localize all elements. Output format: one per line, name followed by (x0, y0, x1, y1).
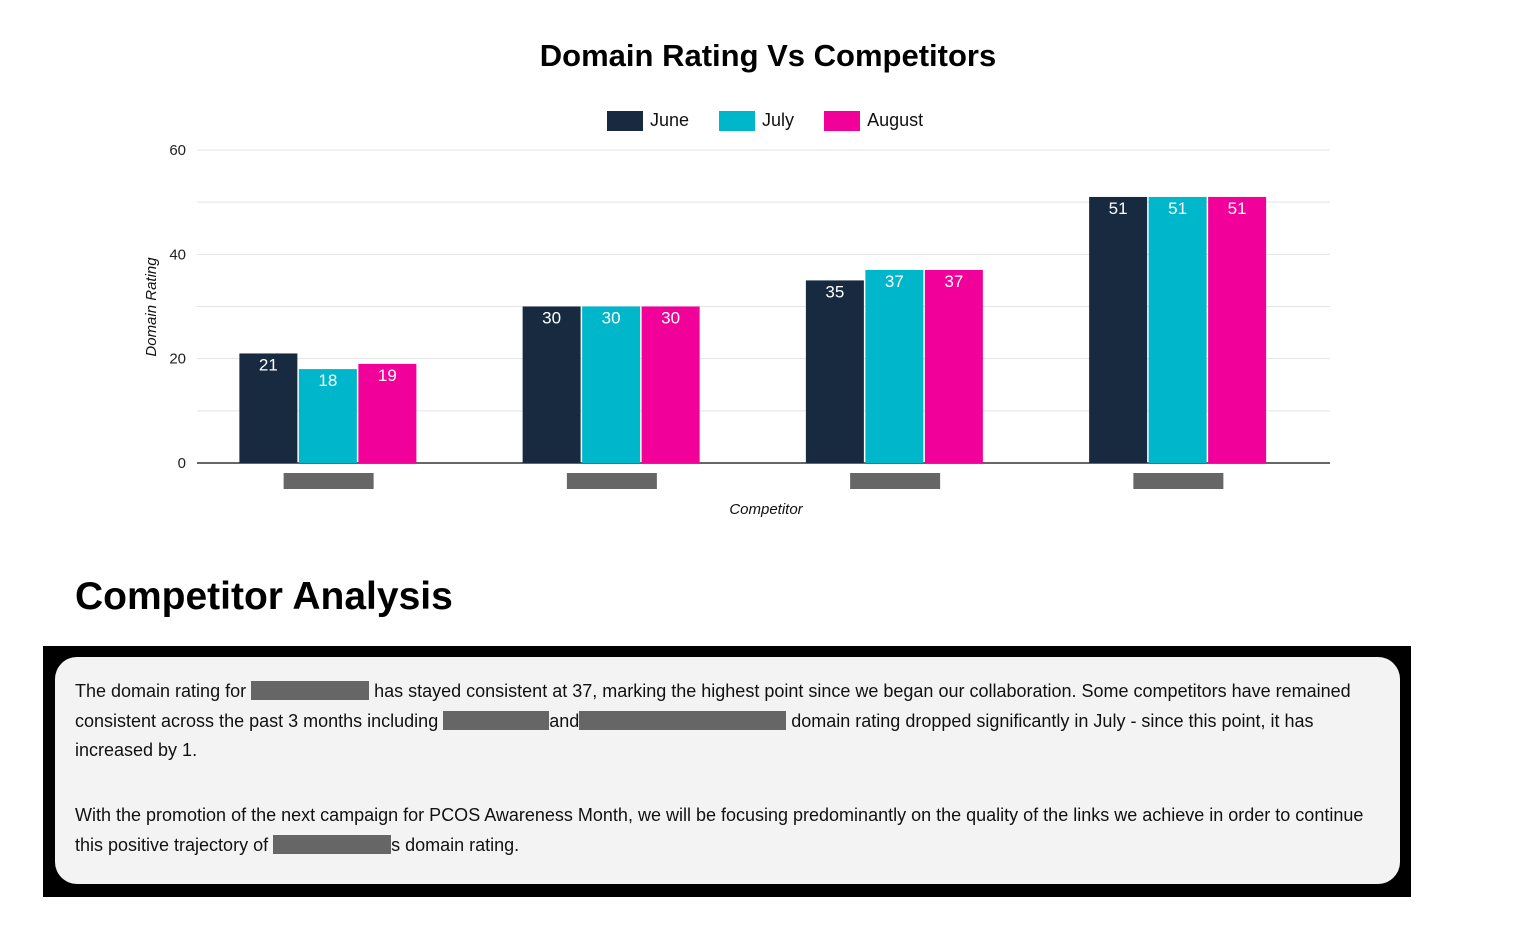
x-axis-title: Competitor (729, 501, 803, 518)
legend-label: June (650, 110, 690, 130)
data-label: 35 (825, 282, 844, 301)
text: With the promotion of the next campaign … (75, 805, 1364, 855)
bar-july (298, 369, 357, 463)
legend-label: August (867, 110, 924, 130)
data-label: 21 (259, 355, 278, 374)
data-label: 30 (661, 309, 680, 328)
data-label: 51 (1228, 199, 1247, 218)
data-label: 37 (944, 272, 963, 291)
y-tick-label: 0 (178, 455, 186, 472)
y-axis-title: Domain Rating (143, 257, 160, 357)
text: The domain rating for (75, 681, 252, 701)
redacted-text (251, 681, 370, 700)
text: domain rating dropped significantly in J… (75, 710, 1314, 761)
data-label: 18 (318, 371, 337, 390)
legend: June July August (607, 110, 923, 131)
section-title: Competitor Analysis (75, 575, 453, 618)
redacted-category-label (850, 473, 941, 489)
data-label: 19 (378, 366, 397, 385)
legend-swatch (824, 110, 861, 131)
text: has stayed consistent at 37, marking the… (75, 681, 1351, 731)
y-tick-label: 20 (169, 351, 186, 368)
data-label: 51 (1109, 199, 1128, 218)
bar-august (641, 306, 700, 463)
legend-item-august: August (824, 110, 923, 131)
data-label: 37 (885, 272, 904, 291)
analysis-card: The domain rating for has stayed consist… (55, 657, 1400, 884)
bar-august (1208, 196, 1267, 463)
bar-chart: 0 20 40 60 21 18 19 30 30 30 35 37 37 51 51 51 Competito… (143, 142, 1330, 518)
analysis-paragraph-1: The domain rating for has stayed consist… (75, 677, 1385, 766)
y-tick-label: 60 (169, 142, 186, 159)
redacted-category-label (566, 473, 657, 489)
bar-august (358, 363, 417, 463)
bar-august (924, 269, 983, 463)
bar-july (582, 306, 641, 463)
redacted-text (579, 710, 787, 730)
legend-swatch (607, 110, 643, 131)
legend-item-june: June (607, 110, 689, 131)
data-label: 30 (602, 309, 621, 328)
chart-title: Domain Rating Vs Competitors (539, 38, 997, 73)
analysis-paragraph-2: With the promotion of the next campaign … (75, 801, 1385, 860)
redacted-text (273, 834, 392, 854)
redacted-text (443, 710, 550, 730)
bar-july (1148, 196, 1207, 463)
legend-swatch (719, 110, 756, 131)
legend-label: July (762, 110, 795, 130)
redacted-category-label (283, 473, 374, 489)
bar-july (865, 269, 924, 463)
bar-june (1089, 196, 1148, 463)
y-tick-label: 40 (169, 246, 186, 263)
redacted-category-label (1133, 473, 1224, 489)
bar-june (522, 306, 581, 463)
text: and (549, 710, 580, 731)
bar-june (805, 280, 864, 463)
legend-item-july: July (719, 110, 794, 131)
text: s domain rating. (391, 834, 520, 855)
data-label: 30 (542, 309, 561, 328)
data-label: 51 (1168, 199, 1187, 218)
bar-june (239, 353, 298, 463)
